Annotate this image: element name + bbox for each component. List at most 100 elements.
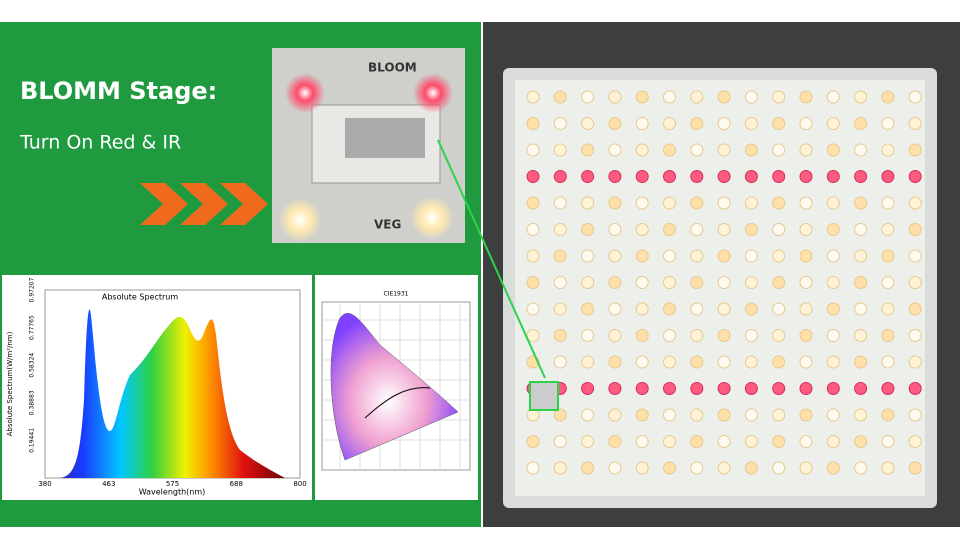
white-led [744,223,758,236]
red-led [744,170,758,183]
white-led [553,355,567,369]
white-led [826,117,840,130]
white-led [799,90,813,104]
white-led [744,302,758,316]
white-led [799,223,813,236]
red-led [881,382,895,395]
white-led [526,435,540,448]
white-led [663,117,676,130]
white-led [581,249,595,263]
white-led [772,355,786,369]
white-led [608,276,622,289]
switch-slider [345,118,425,158]
red-led [799,382,813,395]
white-led [854,408,868,422]
white-led [799,276,813,289]
white-led [278,198,322,242]
white-led [826,249,840,263]
white-led [663,329,676,342]
white-led [908,117,922,130]
white-led [581,117,595,130]
white-led [717,249,731,263]
white-led [581,223,595,236]
cie-title: CIE1931 [383,291,408,298]
y-tick-label: 0.38883 [29,390,36,415]
white-led [690,461,704,475]
red-led [608,170,622,183]
red-led [635,382,649,395]
white-led [826,143,840,157]
white-led [881,143,895,157]
white-led [635,461,649,475]
x-tick-label: 575 [166,480,179,488]
white-led [635,302,649,316]
white-led [717,329,731,342]
white-led [826,276,840,289]
white-led [854,117,868,130]
switch-location [529,381,559,411]
switch-bottom-label: VEG [374,218,401,232]
white-led [717,90,731,104]
chevrons [140,183,268,225]
white-led [772,249,786,263]
white-led [854,329,868,342]
white-led [799,302,813,316]
white-led [663,143,676,157]
white-led [908,302,922,316]
white-led [690,302,704,316]
white-led [881,223,895,236]
white-led [744,355,758,369]
white-led [635,90,649,104]
white-led [744,90,758,104]
white-led [635,355,649,369]
white-led [608,196,622,210]
white-led [635,408,649,422]
banner-title: BLOMM Stage: [20,77,217,105]
white-led [717,196,731,210]
white-led [581,435,595,448]
white-led [717,408,731,422]
white-led [635,249,649,263]
white-led [526,196,540,210]
red-led [608,382,622,395]
white-led [553,249,567,263]
white-led [526,143,540,157]
white-led [581,276,595,289]
white-led [826,355,840,369]
white-led [663,302,676,316]
white-led [608,223,622,236]
white-led [663,355,676,369]
white-led [581,143,595,157]
white-led [772,435,786,448]
white-led [690,117,704,130]
white-led [881,408,895,422]
red-led [635,170,649,183]
white-led [744,276,758,289]
white-led [526,276,540,289]
red-led [799,170,813,183]
white-led [826,196,840,210]
white-led [744,329,758,342]
white-led [717,223,731,236]
white-led [690,143,704,157]
y-tick-label: 0.58324 [29,353,36,378]
white-led [799,196,813,210]
white-led [717,143,731,157]
white-led [854,302,868,316]
white-led [854,90,868,104]
white-led [663,435,676,448]
spectrum-x-label: Wavelength(nm) [139,488,206,497]
red-led [690,382,704,395]
white-led [690,329,704,342]
white-led [717,117,731,130]
red-led [663,170,676,183]
white-led [608,90,622,104]
white-led [854,435,868,448]
white-led [772,223,786,236]
white-led [553,196,567,210]
white-led [826,461,840,475]
white-led [744,143,758,157]
white-led [854,276,868,289]
white-led [826,435,840,448]
white-led [744,408,758,422]
